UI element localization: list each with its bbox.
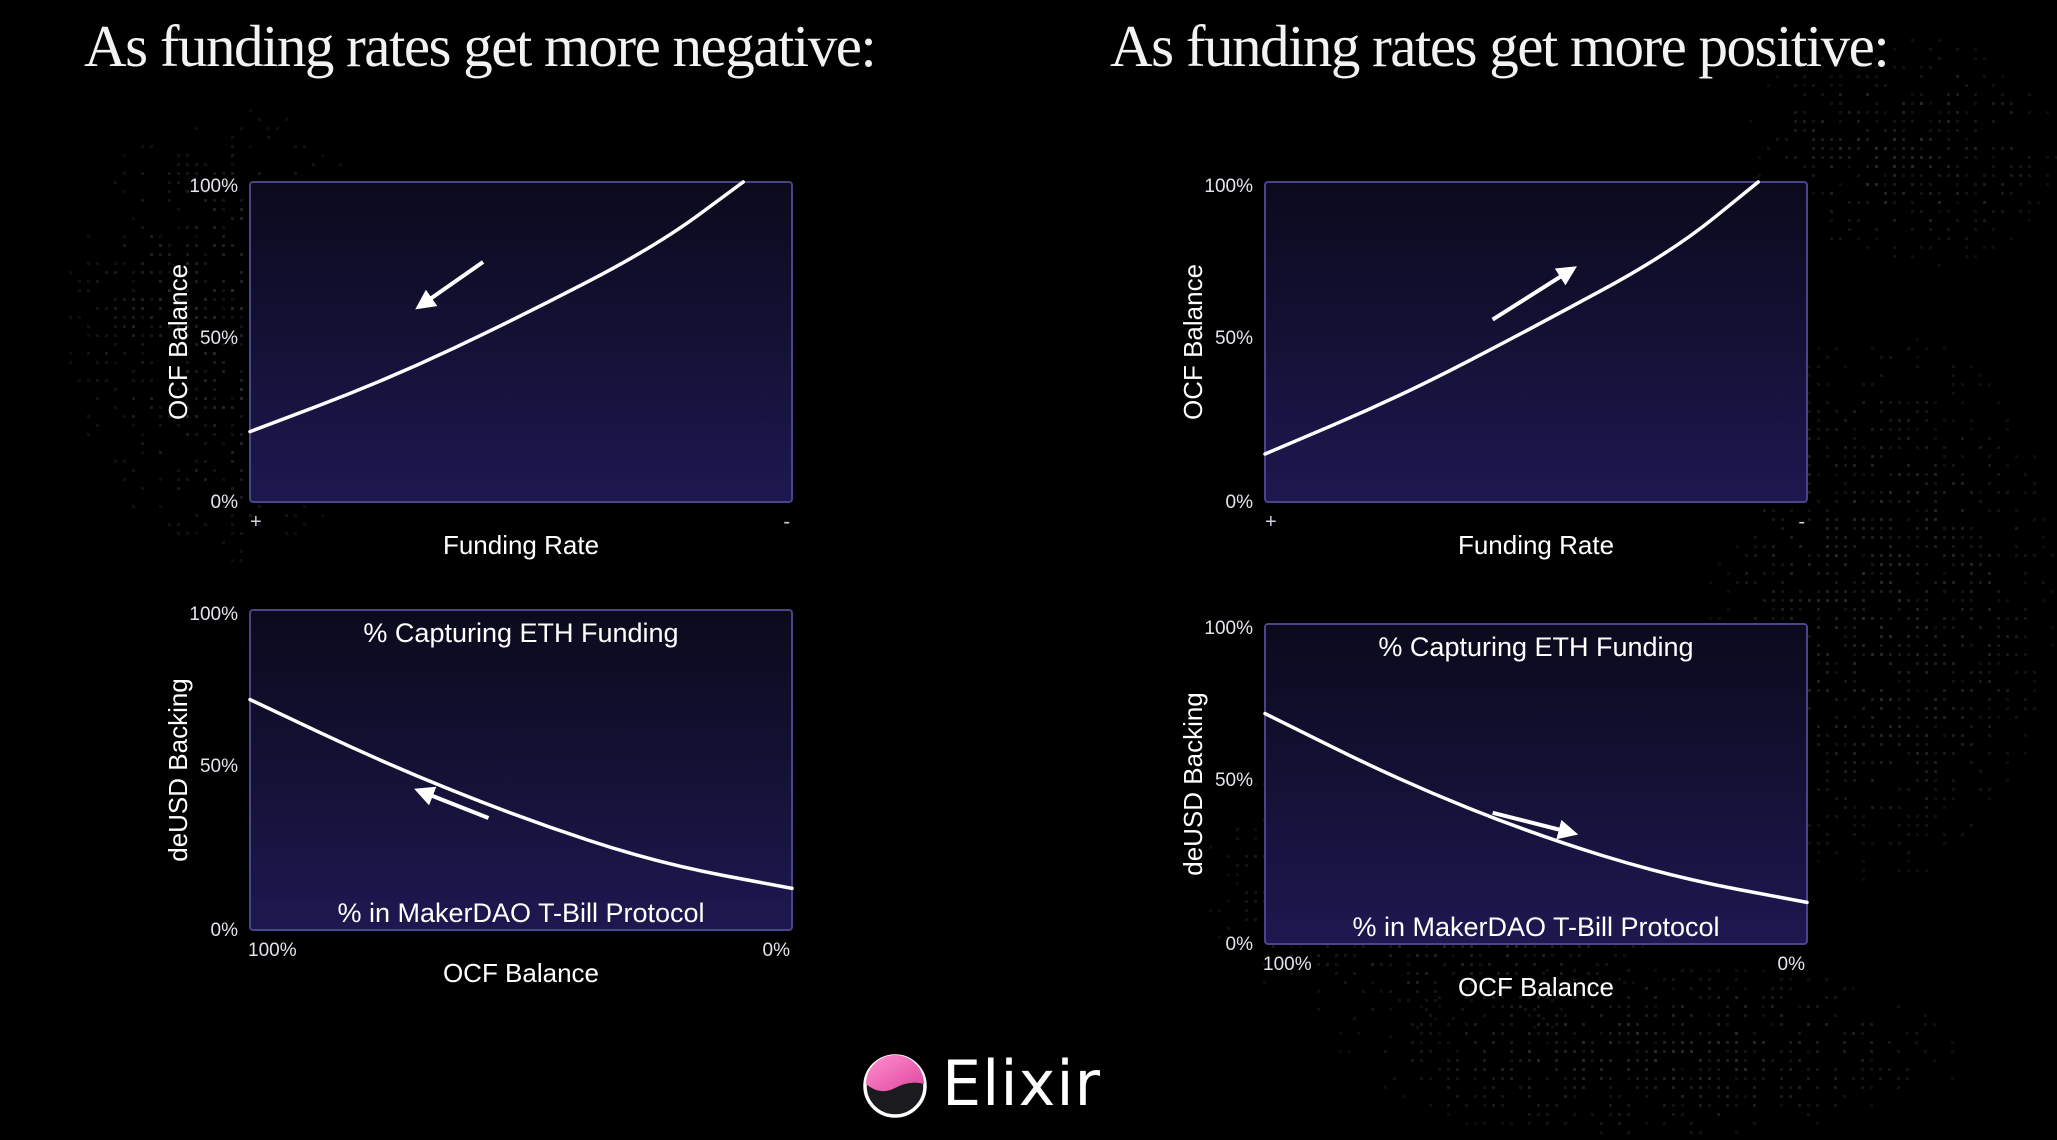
trend-curve xyxy=(1263,180,1760,456)
y-axis-title: deUSD Backing xyxy=(163,678,193,862)
heading-negative: As funding rates get more negative: xyxy=(84,13,877,79)
y-tick-label: 100% xyxy=(1204,176,1253,197)
x-axis-right-label: 0% xyxy=(1778,954,1806,975)
direction-arrow xyxy=(414,786,490,820)
region-label-tbill-protocol: % in MakerDAO T-Bill Protocol xyxy=(337,898,704,928)
heading-positive: As funding rates get more positive: xyxy=(1110,13,1890,79)
x-axis-left-label: 100% xyxy=(1263,954,1312,975)
y-tick-label: 0% xyxy=(211,920,239,941)
y-tick-label: 100% xyxy=(189,176,238,197)
trend-curve xyxy=(248,180,745,434)
x-axis-right-label: - xyxy=(783,511,790,533)
plot-frame xyxy=(249,181,793,503)
direction-arrow xyxy=(1491,266,1577,322)
y-tick-label: 100% xyxy=(1204,618,1253,639)
region-label-eth-funding: % Capturing ETH Funding xyxy=(363,618,678,648)
x-axis-title: Funding Rate xyxy=(1458,530,1614,560)
elixir-wordmark: Elixir xyxy=(942,1047,1102,1120)
direction-arrow xyxy=(415,260,485,310)
region-label-eth-funding: % Capturing ETH Funding xyxy=(1378,632,1693,662)
plot-frame xyxy=(1264,623,1808,945)
x-axis-right-label: 0% xyxy=(763,940,791,961)
y-tick-label: 50% xyxy=(200,328,238,349)
x-axis-title: OCF Balance xyxy=(443,958,599,988)
panel-negative-backing-vs-balance: 100% 50% 0% deUSD Backing 100% 0% OCF Balance%… xyxy=(140,598,820,998)
y-axis-title: deUSD Backing xyxy=(1178,692,1208,876)
x-axis-left-label: 100% xyxy=(248,940,297,961)
direction-arrow xyxy=(1492,810,1579,840)
y-tick-label: 0% xyxy=(1226,492,1254,513)
panel-positive-backing-vs-balance: 100% 50% 0% deUSD Backing 100% 0% OCF Balance%… xyxy=(1155,612,1835,1012)
x-axis-title: OCF Balance xyxy=(1458,972,1614,1002)
y-tick-label: 0% xyxy=(211,492,239,513)
elixir-logo: Elixir xyxy=(860,1050,1100,1120)
region-label-tbill-protocol: % in MakerDAO T-Bill Protocol xyxy=(1352,912,1719,942)
y-tick-label: 50% xyxy=(1215,328,1253,349)
trend-curve xyxy=(248,697,794,891)
panel-negative-funding-vs-balance: 100% 50% 0% OCF Balance + - Funding Rate xyxy=(140,170,820,570)
y-tick-label: 50% xyxy=(1215,770,1253,791)
y-axis-title: OCF Balance xyxy=(163,264,193,420)
elixir-drop-icon xyxy=(863,1054,927,1118)
panel-positive-funding-vs-balance: 100% 50% 0% OCF Balance + - Funding Rate xyxy=(1155,170,1835,570)
plot-frame xyxy=(1264,181,1808,503)
y-tick-label: 100% xyxy=(189,604,238,625)
x-axis-title: Funding Rate xyxy=(443,530,599,560)
y-axis-title: OCF Balance xyxy=(1178,264,1208,420)
x-axis-left-label: + xyxy=(1265,511,1277,533)
x-axis-right-label: - xyxy=(1798,511,1805,533)
plot-frame xyxy=(249,609,793,931)
x-axis-left-label: + xyxy=(250,511,262,533)
trend-curve xyxy=(1263,711,1809,905)
y-tick-label: 50% xyxy=(200,756,238,777)
y-tick-label: 0% xyxy=(1226,934,1254,955)
